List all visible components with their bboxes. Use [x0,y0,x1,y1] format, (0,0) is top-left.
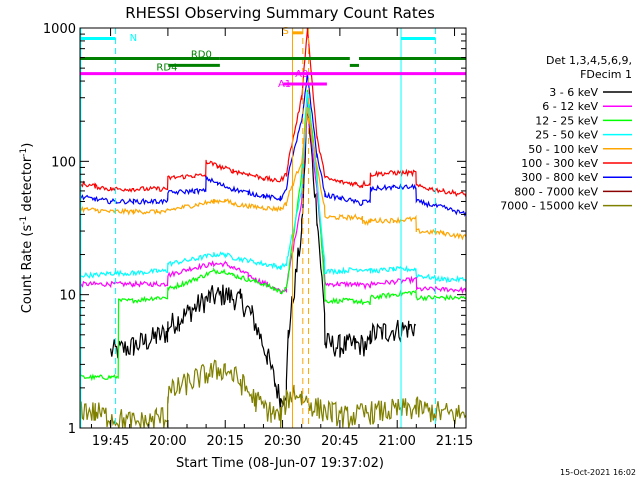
legend-header-1: FDecim 1 [580,68,632,81]
series-line-8 [79,359,467,429]
series-line-4 [79,107,467,241]
legend-label-7: 800 - 7000 keV [514,185,598,198]
x-tick-label-3: 20:30 [264,434,301,449]
legend-label-3: 25 - 50 keV [535,129,598,142]
y-axis-label-exp2: -1 [19,148,29,157]
legend-label-5: 100 - 300 keV [521,157,598,170]
y-axis-label-end: ) [20,143,35,148]
y-axis-label-exp1: -1 [19,216,29,225]
state-label-1: RD0 [191,50,212,61]
chart-title: RHESSI Observing Summary Count Rates [125,4,435,22]
state-label-2: RD4 [156,63,177,74]
y-axis-label-main: Count Rate (s [20,225,35,314]
y-tick-label-0: 1 [68,422,76,437]
legend-label-4: 50 - 100 keV [528,143,598,156]
x-tick-label-6: 21:15 [436,434,473,449]
series-line-3 [79,91,467,284]
state-label-5: S [283,26,289,37]
series-line-2 [79,89,467,382]
series-line-6 [79,72,467,217]
y-tick-label-1: 10 [59,289,76,304]
x-tick-label-0: 19:45 [92,434,129,449]
annotation-layer: N RD0 RD4 A0 A1 S [80,26,466,428]
state-label-0: N [130,33,137,44]
series-layer [79,27,467,429]
footer-timestamp: 15-Oct-2021 16:02 [560,468,636,477]
x-tick-label-1: 20:00 [149,434,186,449]
x-tick-label-5: 21:00 [378,434,415,449]
legend-label-6: 300 - 800 keV [521,171,598,184]
x-axis-label: Start Time (08-Jun-07 19:37:02) [176,456,384,471]
y-axis-label-mid: detector [20,156,35,216]
x-tick-label-2: 20:15 [206,434,243,449]
legend-label-1: 6 - 12 keV [542,100,598,113]
state-label-3: A0 [295,69,308,80]
y-tick-label-3: 1000 [43,22,76,37]
y-tick-label-2: 100 [51,155,76,170]
legend-label-8: 7000 - 15000 keV [500,200,598,213]
legend-label-2: 12 - 25 keV [535,114,598,127]
plot-frame [79,27,467,429]
series-line-5 [79,27,467,198]
y-axis-label: Count Rate (s-1 detector-1) [19,143,35,314]
series-line-0 [110,107,417,413]
legend-label-0: 3 - 6 keV [549,86,598,99]
state-label-4: A1 [278,79,291,90]
legend-header-0: Det 1,3,4,5,6,9, [546,54,632,67]
x-axis: 19:45 20:00 20:15 20:30 20:45 21:00 21:15 [90,28,473,449]
x-tick-label-4: 20:45 [321,434,358,449]
y-axis: 1 10 100 1000 [43,22,466,437]
